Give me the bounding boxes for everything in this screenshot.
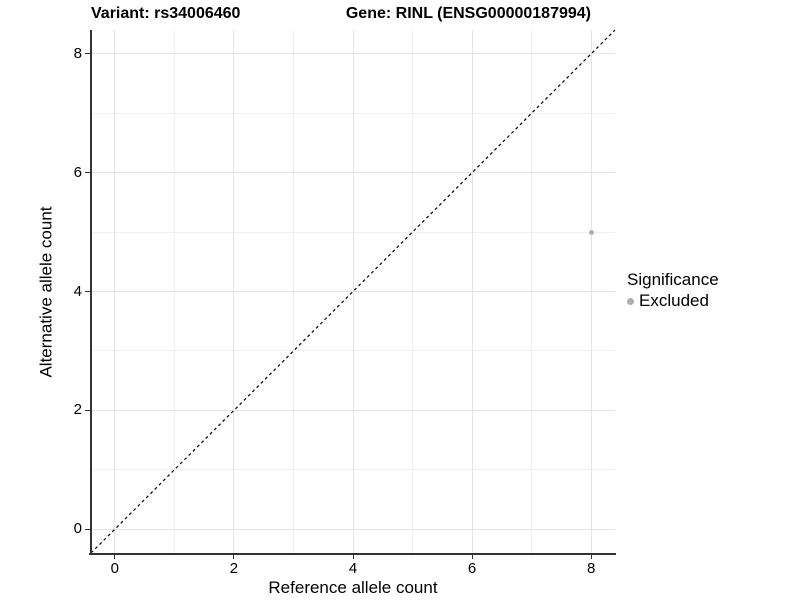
x-axis-line xyxy=(89,553,616,555)
x-tick-label: 0 xyxy=(110,560,119,577)
data-point xyxy=(588,229,594,235)
gridline-y-major xyxy=(91,291,615,292)
y-tick-mark xyxy=(85,291,90,292)
x-tick-label: 8 xyxy=(587,560,596,577)
gridline-y-major xyxy=(91,528,615,530)
x-axis-title: Reference allele count xyxy=(268,578,438,597)
x-tick-mark xyxy=(471,554,473,559)
x-tick-label: 6 xyxy=(467,560,477,577)
x-tick-mark xyxy=(114,554,116,559)
gene-title: Gene: RINL (ENSG00000187994) xyxy=(345,5,591,22)
y-tick-label: 2 xyxy=(73,401,82,419)
plot-panel: 0 2 4 6 8 0 2 4 6 8 xyxy=(74,29,616,577)
y-tick-label: 8 xyxy=(73,44,82,62)
x-tick-mark xyxy=(233,554,235,559)
y-tick-mark xyxy=(85,409,90,411)
y-axis-line xyxy=(90,30,92,555)
y-axis-title: Alternative allele count xyxy=(36,206,56,378)
y-tick-label: 0 xyxy=(73,520,82,538)
gridline-y-major xyxy=(91,53,615,55)
variant-title: Variant: rs34006460 xyxy=(91,5,241,22)
x-tick-label: 2 xyxy=(229,560,239,577)
x-tick-mark xyxy=(352,554,354,559)
identity-line xyxy=(90,29,616,554)
y-tick-label: 4 xyxy=(73,282,82,300)
plot-title-row: Variant: rs34006460 Gene: RINL (ENSG0000… xyxy=(91,5,615,23)
legend-item-label: Excluded xyxy=(639,291,709,310)
y-tick-mark xyxy=(85,528,90,530)
legend: Significance Excluded xyxy=(627,270,719,311)
legend-title: Significance xyxy=(627,270,719,289)
x-tick-label: 4 xyxy=(348,560,358,577)
legend-item: Excluded xyxy=(627,291,719,311)
legend-key-dot xyxy=(627,297,634,305)
gridline-y-major xyxy=(91,172,615,174)
x-tick-mark xyxy=(590,554,592,559)
y-tick-label: 6 xyxy=(73,163,82,181)
y-tick-mark xyxy=(85,172,90,174)
y-tick-mark xyxy=(85,53,90,55)
gridline-y-major xyxy=(91,409,615,411)
